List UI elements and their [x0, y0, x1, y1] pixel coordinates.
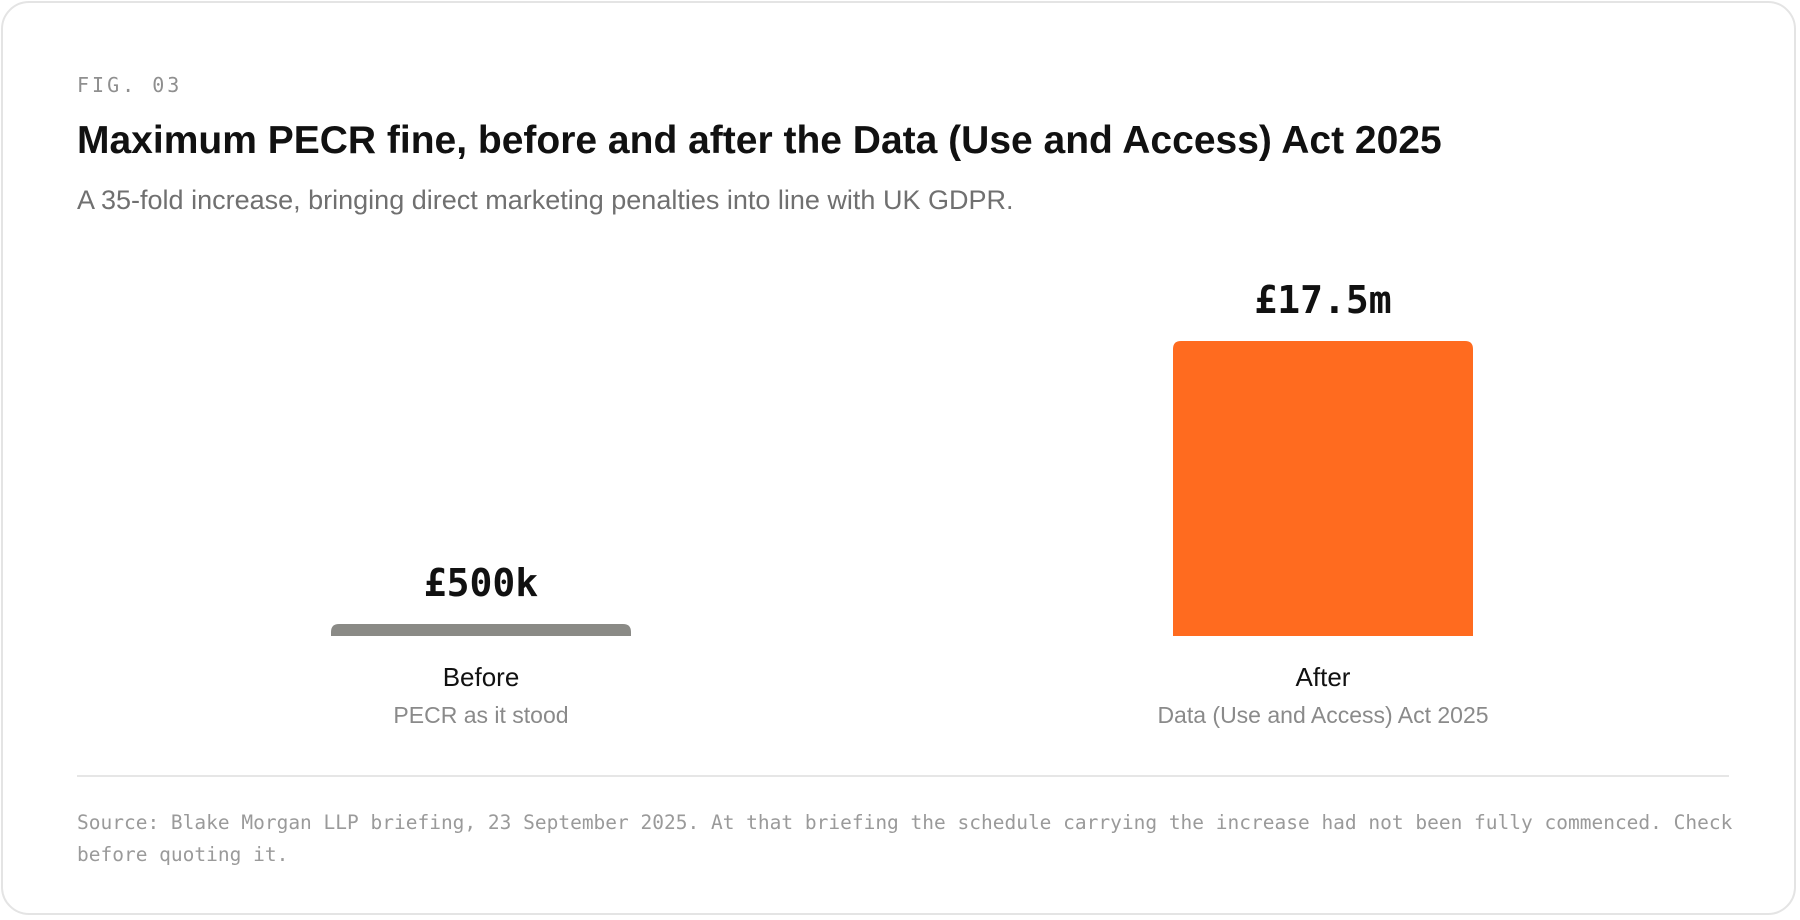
category-sublabel-after: Data (Use and Access) Act 2025	[1157, 702, 1488, 728]
chart-subtitle: A 35-fold increase, bringing direct mark…	[77, 185, 1014, 215]
bar-chart: £500k Before PECR as it stood £17.5m After Da…	[331, 278, 1489, 728]
bar-after	[1173, 341, 1473, 636]
value-label-after: £17.5m	[1254, 278, 1391, 322]
figure-number: FIG. 03	[77, 73, 183, 97]
category-label-after: After	[1296, 662, 1351, 692]
value-label-before: £500k	[424, 561, 539, 605]
category-sublabel-before: PECR as it stood	[393, 702, 568, 728]
bar-before	[331, 624, 631, 636]
divider	[77, 775, 1729, 777]
chart-title: Maximum PECR fine, before and after the …	[77, 119, 1442, 162]
source-note: Source: Blake Morgan LLP briefing, 23 Se…	[77, 811, 1733, 866]
category-label-before: Before	[443, 662, 520, 692]
